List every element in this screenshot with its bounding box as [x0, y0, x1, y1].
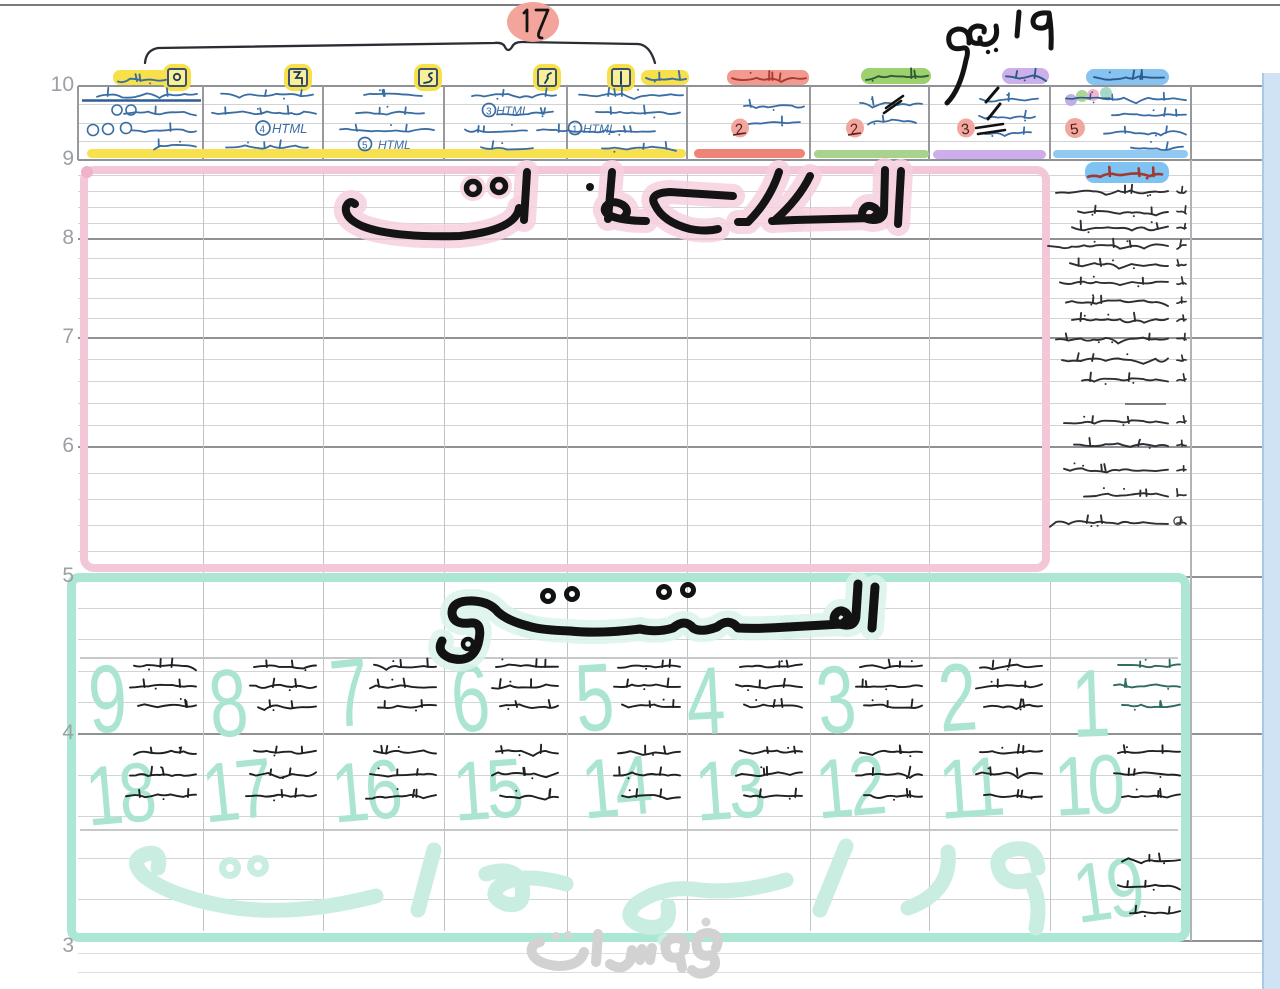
svg-text:HTML: HTML	[378, 138, 411, 152]
svg-text:3: 3	[486, 107, 492, 118]
svg-text:3: 3	[960, 121, 971, 139]
svg-text:5: 5	[1069, 121, 1080, 139]
svg-text:5: 5	[362, 141, 368, 152]
svg-text:2: 2	[734, 121, 745, 139]
svg-text:HTML: HTML	[496, 104, 529, 118]
svg-text:2: 2	[849, 121, 860, 139]
svg-text:4: 4	[260, 125, 266, 136]
svg-text:1: 1	[572, 125, 578, 136]
svg-text:HTML: HTML	[583, 122, 616, 136]
svg-text:HTML: HTML	[272, 121, 307, 136]
